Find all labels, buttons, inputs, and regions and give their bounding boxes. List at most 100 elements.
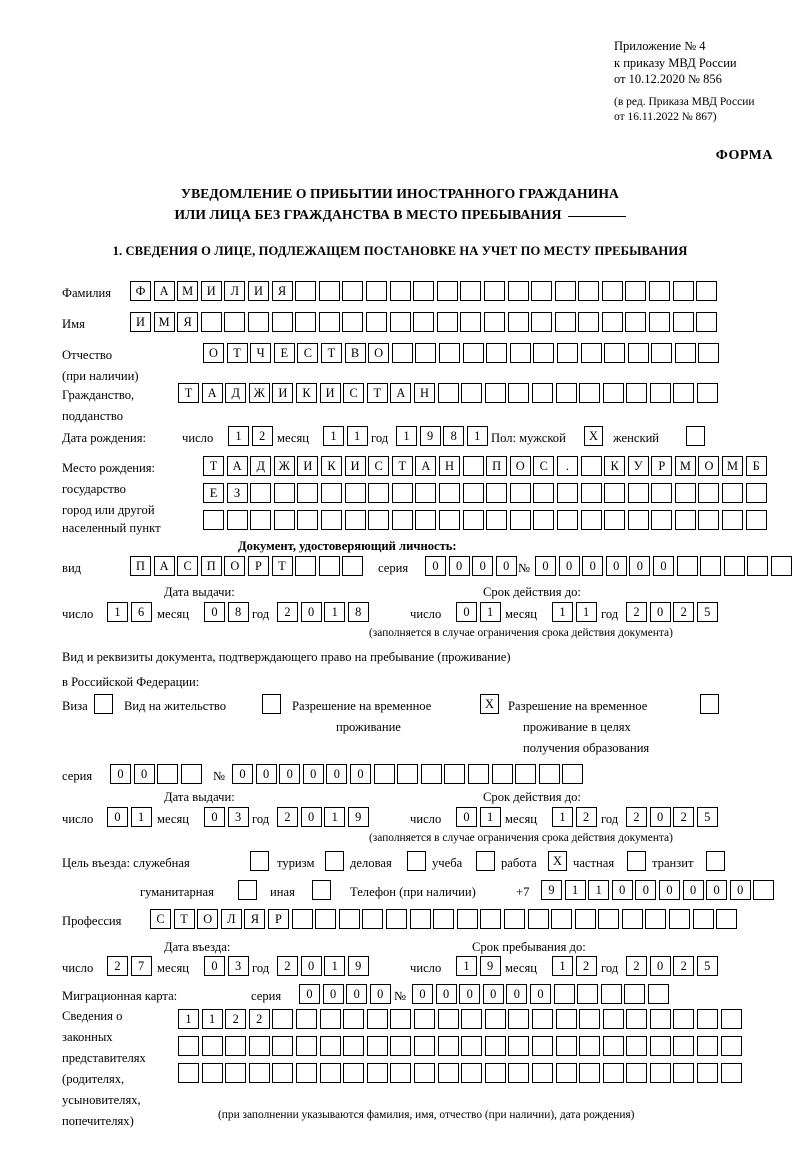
char-cell[interactable]: 1 <box>552 602 573 622</box>
char-cell[interactable] <box>626 1063 648 1083</box>
char-cell[interactable] <box>602 383 624 403</box>
char-cell[interactable]: 0 <box>629 556 651 576</box>
char-cell[interactable]: 0 <box>300 602 322 622</box>
char-cell[interactable] <box>480 909 502 929</box>
char-cell[interactable] <box>625 281 647 301</box>
char-cell[interactable] <box>342 281 364 301</box>
char-cell[interactable] <box>672 312 694 332</box>
char-cell[interactable]: 1 <box>323 426 344 446</box>
char-cell[interactable]: Т <box>178 383 199 403</box>
char-cell[interactable] <box>649 383 671 403</box>
char-cell[interactable]: 0 <box>349 764 371 784</box>
char-cell[interactable] <box>555 1063 577 1083</box>
char-cell[interactable] <box>342 312 364 332</box>
char-cell[interactable]: 1 <box>575 602 597 622</box>
char-cell[interactable] <box>669 909 691 929</box>
char-cell[interactable]: Я <box>271 281 293 301</box>
sex-male-checkbox[interactable]: X <box>584 426 603 446</box>
char-cell[interactable] <box>722 483 744 503</box>
char-cell[interactable]: И <box>344 456 366 476</box>
char-cell[interactable] <box>291 909 313 929</box>
char-cell[interactable] <box>437 383 459 403</box>
char-cell[interactable]: 1 <box>564 880 586 900</box>
char-cell[interactable] <box>745 510 767 530</box>
char-cell[interactable]: 6 <box>130 602 152 622</box>
char-cell[interactable]: 0 <box>326 764 348 784</box>
char-cell[interactable]: И <box>247 281 269 301</box>
char-cell[interactable] <box>486 343 508 363</box>
char-cell[interactable]: 2 <box>626 807 647 827</box>
char-cell[interactable]: 0 <box>706 880 728 900</box>
char-cell[interactable]: С <box>368 456 390 476</box>
char-cell[interactable] <box>674 483 696 503</box>
char-cell[interactable]: 0 <box>425 556 446 576</box>
char-cell[interactable]: Т <box>203 456 224 476</box>
char-cell[interactable]: 0 <box>322 984 344 1004</box>
char-cell[interactable] <box>362 909 384 929</box>
char-cell[interactable] <box>318 312 340 332</box>
char-cell[interactable] <box>343 1036 365 1056</box>
char-cell[interactable] <box>201 1063 223 1083</box>
char-cell[interactable] <box>601 281 623 301</box>
char-cell[interactable]: 1 <box>552 956 573 976</box>
char-cell[interactable] <box>247 312 269 332</box>
char-cell[interactable] <box>556 343 578 363</box>
char-cell[interactable] <box>365 281 387 301</box>
char-cell[interactable] <box>415 343 437 363</box>
char-cell[interactable]: 0 <box>658 880 680 900</box>
char-cell[interactable]: Л <box>224 281 246 301</box>
char-cell[interactable]: 0 <box>456 807 477 827</box>
char-cell[interactable]: 0 <box>558 556 580 576</box>
char-cell[interactable]: 2 <box>673 602 695 622</box>
char-cell[interactable]: 1 <box>396 426 417 446</box>
char-cell[interactable]: 0 <box>649 956 671 976</box>
birthplace-row-3-input[interactable] <box>203 510 769 530</box>
char-cell[interactable] <box>319 1009 341 1029</box>
char-cell[interactable] <box>627 510 649 530</box>
char-cell[interactable] <box>295 1009 317 1029</box>
char-cell[interactable] <box>696 281 718 301</box>
char-cell[interactable]: 0 <box>369 984 391 1004</box>
char-cell[interactable] <box>389 281 411 301</box>
char-cell[interactable]: 1 <box>324 956 346 976</box>
char-cell[interactable] <box>625 312 647 332</box>
char-cell[interactable]: В <box>344 343 366 363</box>
char-cell[interactable] <box>462 483 484 503</box>
char-cell[interactable]: 0 <box>232 764 253 784</box>
char-cell[interactable] <box>273 510 295 530</box>
char-cell[interactable] <box>672 281 694 301</box>
purpose-private-checkbox[interactable] <box>627 851 646 871</box>
char-cell[interactable] <box>491 764 513 784</box>
char-cell[interactable] <box>626 1009 648 1029</box>
char-cell[interactable] <box>692 909 714 929</box>
char-cell[interactable] <box>318 281 340 301</box>
permit-residence-checkbox[interactable] <box>262 694 281 714</box>
char-cell[interactable] <box>318 556 340 576</box>
char-cell[interactable]: О <box>203 343 224 363</box>
char-cell[interactable]: 0 <box>299 984 320 1004</box>
char-cell[interactable]: 2 <box>107 956 128 976</box>
char-cell[interactable] <box>673 383 695 403</box>
char-cell[interactable] <box>697 1063 719 1083</box>
permit-visa-checkbox[interactable] <box>94 694 113 714</box>
char-cell[interactable] <box>747 556 769 576</box>
char-cell[interactable] <box>368 510 390 530</box>
char-cell[interactable] <box>551 909 573 929</box>
char-cell[interactable] <box>295 312 317 332</box>
char-cell[interactable] <box>651 510 673 530</box>
char-cell[interactable] <box>438 343 460 363</box>
char-cell[interactable]: 0 <box>204 807 225 827</box>
char-cell[interactable] <box>484 1063 506 1083</box>
char-cell[interactable] <box>508 1063 530 1083</box>
char-cell[interactable]: . <box>556 456 578 476</box>
char-cell[interactable] <box>461 383 483 403</box>
char-cell[interactable] <box>391 343 413 363</box>
purpose-service-checkbox[interactable] <box>250 851 269 871</box>
